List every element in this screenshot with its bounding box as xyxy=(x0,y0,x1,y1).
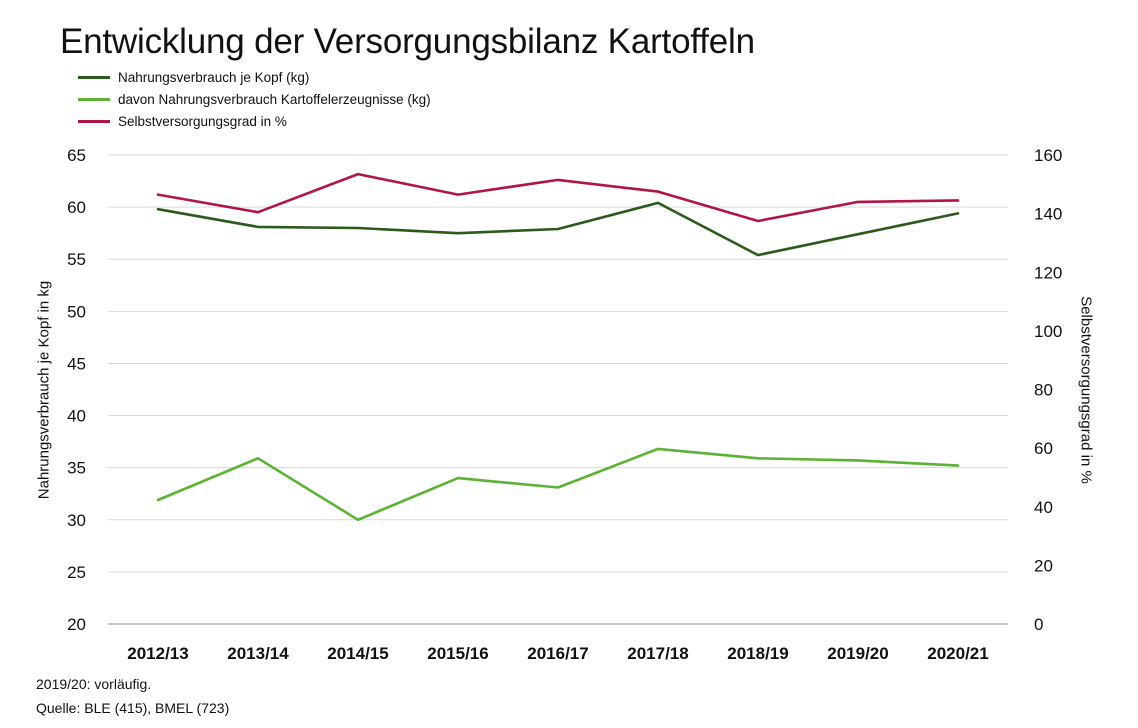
y-tick-label-left: 45 xyxy=(67,354,86,373)
x-tick-label: 2020/21 xyxy=(927,644,988,663)
legend-item-self-sufficiency: Selbstversorgungsgrad in % xyxy=(78,110,431,132)
y-tick-label-left: 55 xyxy=(67,250,86,269)
y-tick-label-right: 80 xyxy=(1034,381,1053,400)
x-tick-label: 2016/17 xyxy=(527,644,588,663)
y-tick-label-left: 40 xyxy=(67,407,86,426)
x-tick-label: 2015/16 xyxy=(427,644,488,663)
footnote-source: Quelle: BLE (415), BMEL (723) xyxy=(36,700,230,716)
y-tick-label-left: 20 xyxy=(67,615,86,634)
x-tick-label: 2014/15 xyxy=(327,644,388,663)
y-tick-label-left: 25 xyxy=(67,563,86,582)
y-tick-label-left: 50 xyxy=(67,302,86,321)
legend-label-products: davon Nahrungsverbrauch Kartoffelerzeugn… xyxy=(118,91,431,107)
y-tick-label-right: 60 xyxy=(1034,439,1053,458)
y-tick-label-right: 0 xyxy=(1034,615,1043,634)
legend-swatch-self-sufficiency xyxy=(78,119,110,123)
y-tick-label-right: 120 xyxy=(1034,263,1062,282)
y-tick-label-left: 35 xyxy=(67,459,86,478)
legend-label-self-sufficiency: Selbstversorgungsgrad in % xyxy=(118,113,287,129)
y-tick-label-left: 30 xyxy=(67,511,86,530)
series-line xyxy=(156,447,960,522)
series-lines xyxy=(156,172,960,522)
y-tick-label-right: 140 xyxy=(1034,205,1062,224)
legend: Nahrungsverbrauch je Kopf (kg) davon Nah… xyxy=(78,66,431,132)
legend-label-consumption: Nahrungsverbrauch je Kopf (kg) xyxy=(118,69,310,85)
chart-title: Entwicklung der Versorgungsbilanz Kartof… xyxy=(60,22,755,61)
legend-item-products: davon Nahrungsverbrauch Kartoffelerzeugn… xyxy=(78,88,431,110)
y-axis-right-ticks: 0 20 40 60 80 100 120 140 160 xyxy=(1034,146,1062,634)
series-line xyxy=(156,201,960,257)
y-tick-label-right: 40 xyxy=(1034,498,1053,517)
legend-swatch-products xyxy=(78,97,110,101)
x-tick-label: 2019/20 xyxy=(827,644,888,663)
x-axis-ticks: 2012/13 2013/14 2014/15 2015/16 2016/17 2017/… xyxy=(127,644,988,663)
x-tick-label: 2017/18 xyxy=(627,644,688,663)
legend-swatch-consumption xyxy=(78,75,110,79)
y-tick-label-right: 160 xyxy=(1034,146,1062,165)
legend-item-consumption: Nahrungsverbrauch je Kopf (kg) xyxy=(78,66,431,88)
gridlines xyxy=(108,154,1008,625)
y-tick-label-left: 65 xyxy=(67,146,86,165)
x-tick-label: 2012/13 xyxy=(127,644,188,663)
x-tick-label: 2018/19 xyxy=(727,644,788,663)
x-tick-label: 2013/14 xyxy=(227,644,289,663)
footnote-preliminary: 2019/20: vorläufig. xyxy=(36,676,152,692)
y-tick-label-left: 60 xyxy=(67,198,86,217)
series-line xyxy=(156,172,960,223)
y-axis-left-ticks: 20 25 30 35 40 45 50 55 60 65 xyxy=(67,146,86,634)
y-tick-label-right: 20 xyxy=(1034,556,1053,575)
y-tick-label-right: 100 xyxy=(1034,322,1062,341)
